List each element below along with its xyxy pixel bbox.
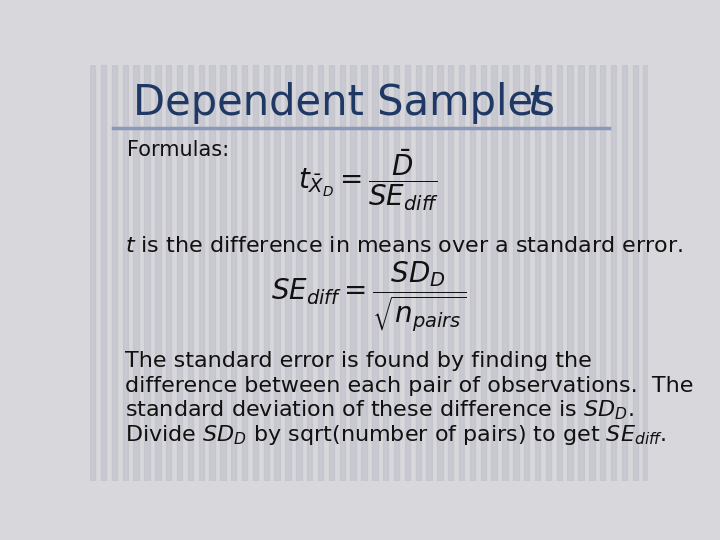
Bar bbox=[459, 65, 464, 481]
Bar bbox=[481, 65, 486, 481]
Text: Dependent Samples: Dependent Samples bbox=[132, 82, 568, 124]
Bar bbox=[448, 65, 454, 481]
Bar bbox=[578, 65, 584, 481]
Bar bbox=[112, 65, 117, 481]
Text: standard deviation of these difference is $SD_D$.: standard deviation of these difference i… bbox=[125, 399, 634, 422]
Bar bbox=[253, 65, 258, 481]
Bar bbox=[177, 65, 182, 481]
Text: $SE_{diff} = \dfrac{SD_D}{\sqrt{n_{pairs}}}$: $SE_{diff} = \dfrac{SD_D}{\sqrt{n_{pairs… bbox=[271, 259, 467, 333]
Bar bbox=[188, 65, 193, 481]
Bar bbox=[329, 65, 334, 481]
Bar bbox=[644, 65, 649, 481]
Text: Divide $SD_D$ by sqrt(number of pairs) to get $SE_{diff}$.: Divide $SD_D$ by sqrt(number of pairs) t… bbox=[125, 423, 667, 447]
Bar bbox=[361, 65, 366, 481]
Bar bbox=[437, 65, 443, 481]
Text: $t_{\bar{X}_D} = \dfrac{\bar{D}}{SE_{diff}}$: $t_{\bar{X}_D} = \dfrac{\bar{D}}{SE_{dif… bbox=[298, 148, 440, 213]
Bar bbox=[383, 65, 388, 481]
Bar bbox=[285, 65, 291, 481]
Bar bbox=[220, 65, 225, 481]
Bar bbox=[535, 65, 540, 481]
Bar bbox=[101, 65, 107, 481]
Bar bbox=[557, 65, 562, 481]
Bar bbox=[405, 65, 410, 481]
Bar bbox=[231, 65, 236, 481]
Bar bbox=[274, 65, 280, 481]
Text: Formulas:: Formulas: bbox=[127, 139, 230, 159]
Bar bbox=[90, 65, 96, 481]
Text: t: t bbox=[527, 82, 544, 124]
Bar bbox=[210, 65, 215, 481]
Bar bbox=[546, 65, 551, 481]
Bar bbox=[503, 65, 508, 481]
Bar bbox=[589, 65, 595, 481]
Text: The standard error is found by finding the: The standard error is found by finding t… bbox=[125, 351, 592, 372]
Bar bbox=[621, 65, 627, 481]
Bar bbox=[133, 65, 139, 481]
Bar bbox=[307, 65, 312, 481]
Bar bbox=[394, 65, 399, 481]
Bar bbox=[600, 65, 606, 481]
Bar bbox=[155, 65, 161, 481]
Bar bbox=[166, 65, 171, 481]
Bar bbox=[469, 65, 475, 481]
Bar bbox=[372, 65, 377, 481]
Bar bbox=[351, 65, 356, 481]
Bar bbox=[296, 65, 302, 481]
Bar bbox=[264, 65, 269, 481]
Bar bbox=[611, 65, 616, 481]
Bar bbox=[567, 65, 573, 481]
Bar bbox=[318, 65, 323, 481]
Bar bbox=[513, 65, 518, 481]
Text: difference between each pair of observations.  The: difference between each pair of observat… bbox=[125, 376, 693, 396]
Bar bbox=[122, 65, 128, 481]
Bar bbox=[340, 65, 345, 481]
Bar bbox=[144, 65, 150, 481]
Text: $\mathit{t}$ is the difference in means over a standard error.: $\mathit{t}$ is the difference in means … bbox=[125, 236, 683, 256]
Bar bbox=[199, 65, 204, 481]
Bar bbox=[242, 65, 248, 481]
Bar bbox=[415, 65, 421, 481]
Bar bbox=[524, 65, 529, 481]
Bar bbox=[426, 65, 432, 481]
Bar bbox=[632, 65, 638, 481]
Bar bbox=[492, 65, 497, 481]
